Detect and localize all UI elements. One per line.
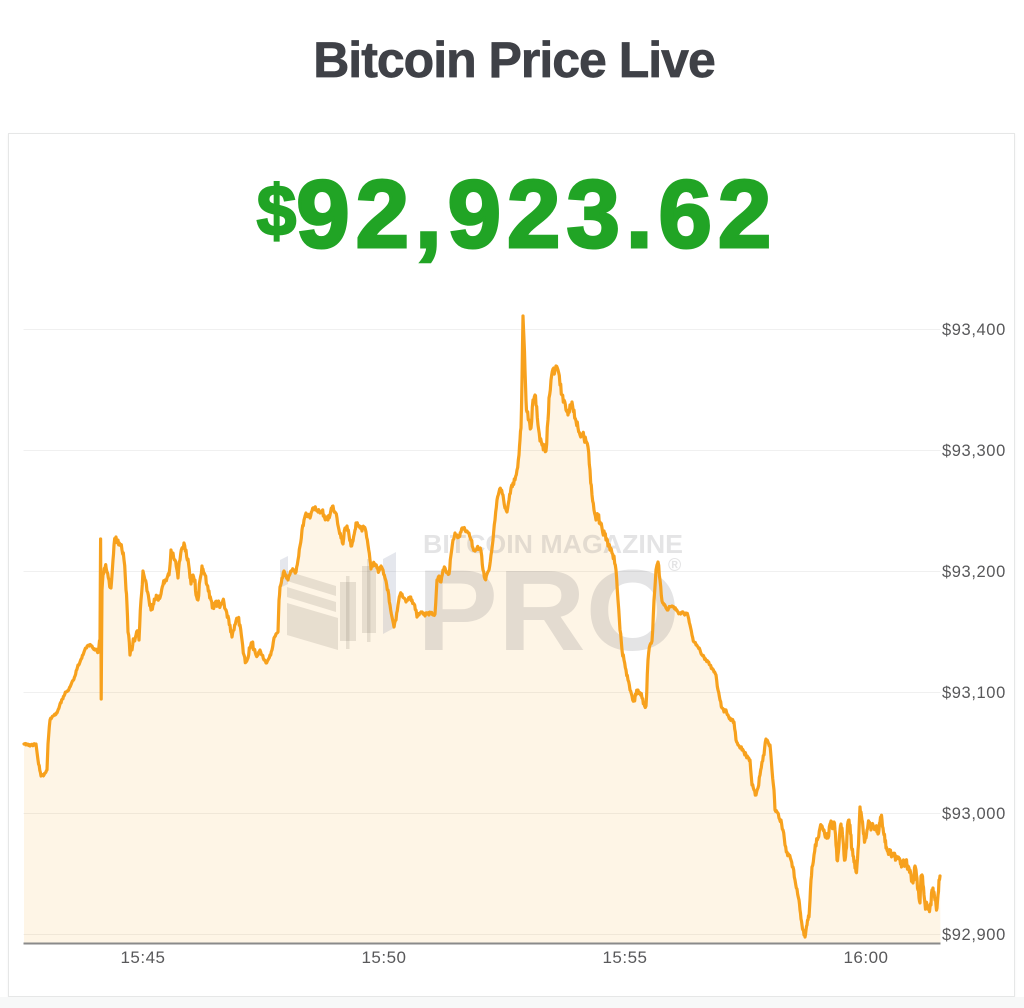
svg-text:15:50: 15:50 <box>361 948 406 967</box>
svg-text:$93,100: $93,100 <box>942 684 1006 702</box>
svg-text:$93,300: $93,300 <box>942 442 1006 460</box>
svg-text:15:45: 15:45 <box>120 948 165 967</box>
svg-text:$93,200: $93,200 <box>942 563 1006 581</box>
svg-text:BITCOIN MAGAZINE: BITCOIN MAGAZINE <box>423 529 683 559</box>
svg-text:®: ® <box>668 555 681 575</box>
svg-text:$92,900: $92,900 <box>942 926 1006 944</box>
svg-text:$93,400: $93,400 <box>942 321 1006 339</box>
svg-text:15:55: 15:55 <box>602 948 647 967</box>
svg-text:PRO: PRO <box>417 547 680 675</box>
svg-text:$93,000: $93,000 <box>942 805 1006 823</box>
svg-text:16:00: 16:00 <box>843 948 888 967</box>
